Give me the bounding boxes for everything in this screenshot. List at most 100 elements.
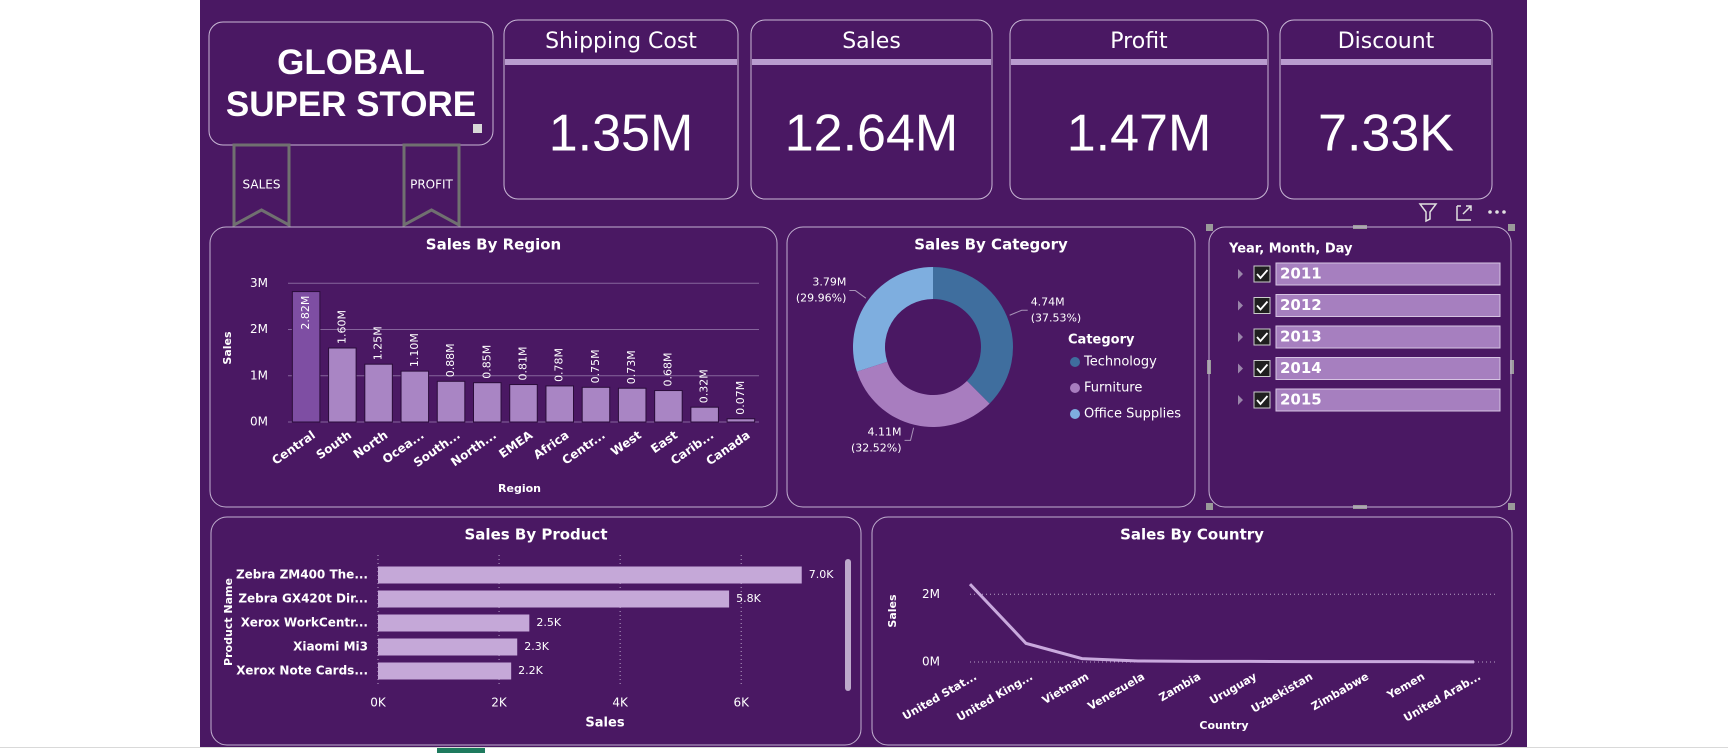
expand-arrow[interactable] (1238, 332, 1243, 342)
slicer-item-highlight[interactable] (1275, 294, 1501, 317)
kpi-label: Discount (1338, 29, 1435, 54)
bar (654, 390, 683, 423)
y-tick-label: 3M (250, 276, 268, 290)
more-options-icon[interactable] (1488, 210, 1506, 214)
expand-arrow[interactable] (1238, 363, 1243, 374)
data-label: 0.75M (589, 349, 602, 383)
slicer-item[interactable]: 2014 (1280, 359, 1322, 377)
percent-label: (29.96%) (796, 292, 847, 305)
legend-label[interactable]: Office Supplies (1084, 407, 1181, 422)
filter-icon[interactable] (1418, 203, 1438, 223)
data-label: 0.81M (517, 347, 530, 381)
data-label: 0.85M (480, 345, 493, 379)
data-label: 3.79M (812, 276, 846, 289)
scrollbar[interactable] (845, 559, 851, 691)
visual-border (871, 516, 1513, 746)
slicer-item-highlight[interactable] (1275, 325, 1501, 349)
kpi-card (1279, 19, 1493, 200)
checkmark (1256, 300, 1269, 311)
page-tab[interactable] (437, 748, 485, 753)
slicer-item-highlight[interactable] (1275, 388, 1501, 412)
y-tick-label: 0M (922, 655, 940, 669)
bar (617, 387, 647, 423)
checkbox[interactable] (1253, 360, 1271, 377)
x-tick-label: 2K (491, 696, 508, 710)
data-label: 0.73M (625, 350, 638, 384)
legend-swatch[interactable] (1070, 357, 1080, 367)
bar (473, 382, 502, 423)
kpi-value: 1.47M (1067, 105, 1212, 163)
y-tick-label: 2M (922, 587, 940, 601)
y-axis-title: Sales (221, 331, 234, 365)
visual-header-icons (1418, 203, 1506, 223)
visual-border (1208, 226, 1512, 508)
leader-line (849, 290, 867, 299)
legend-swatch[interactable] (1070, 409, 1080, 419)
data-label: 1.60M (335, 310, 348, 344)
kpi-value: 12.64M (785, 105, 958, 163)
bar (378, 614, 530, 632)
slicer-item-highlight[interactable] (1275, 357, 1501, 380)
bar (436, 380, 466, 423)
kpi-label: Profit (1110, 29, 1168, 54)
y-tick-label: 1M (250, 368, 268, 382)
bar (509, 384, 538, 423)
slicer-item[interactable]: 2012 (1280, 296, 1322, 314)
bar (328, 347, 357, 423)
checkbox[interactable] (1253, 328, 1271, 346)
expand-arrow[interactable] (1238, 300, 1243, 311)
y-axis-title: Sales (886, 594, 899, 628)
legend-swatch[interactable] (1070, 383, 1080, 393)
legend-label[interactable]: Furniture (1084, 381, 1142, 396)
kpi-value: 1.35M (549, 105, 694, 163)
leader-line (904, 427, 915, 441)
bar (378, 638, 518, 656)
x-axis-title: Country (1199, 719, 1248, 732)
bookmark-label[interactable]: SALES (243, 178, 281, 192)
expand-arrow[interactable] (1238, 269, 1243, 279)
checkbox[interactable] (1253, 391, 1271, 409)
legend-label[interactable]: Technology (1083, 355, 1157, 370)
data-label: 0.88M (444, 343, 457, 377)
bookmark-label[interactable]: PROFIT (410, 178, 453, 192)
checkbox[interactable] (1253, 297, 1271, 314)
chart-title: Sales By Country (1120, 526, 1264, 544)
checkmark (1256, 395, 1269, 406)
slicer-item[interactable]: 2013 (1280, 328, 1322, 346)
x-tick-label: 6K (733, 696, 750, 710)
bar (726, 418, 756, 423)
slicer-title: Year, Month, Day (1228, 242, 1353, 257)
expand-arrow[interactable] (1238, 395, 1243, 405)
focus-mode-icon[interactable] (1456, 205, 1472, 221)
x-axis-title: Region (498, 482, 541, 495)
data-label: 0.78M (553, 348, 566, 382)
kpi-divider (1281, 59, 1491, 65)
bookmark[interactable] (232, 143, 291, 228)
data-label: 5.8K (736, 592, 761, 605)
bar (378, 566, 802, 584)
y-tick-label: Zebra GX420t Dir... (238, 592, 368, 606)
slicer-item-highlight[interactable] (1275, 262, 1501, 286)
bookmark[interactable] (402, 143, 461, 228)
kpi-card (1009, 19, 1269, 200)
x-tick-label: 4K (612, 696, 629, 710)
checkmark (1256, 269, 1269, 280)
y-tick-label: 0M (250, 415, 268, 429)
slicer-item[interactable]: 2015 (1280, 391, 1322, 409)
bar (291, 291, 321, 423)
percent-label: (37.53%) (1031, 311, 1082, 324)
slicer-item[interactable]: 2011 (1280, 265, 1322, 283)
chart-title: Sales By Category (914, 236, 1068, 254)
data-label: 2.2K (518, 664, 543, 677)
data-label: 0.68M (661, 353, 674, 387)
bar (545, 385, 574, 423)
data-label: 7.0K (809, 568, 834, 581)
data-label: 4.74M (1031, 295, 1065, 308)
chart-title: Sales By Region (426, 236, 561, 254)
checkbox[interactable] (1253, 265, 1271, 283)
data-label: 0.32M (698, 369, 711, 403)
data-label: 1.10M (408, 333, 421, 367)
card-handle (473, 124, 482, 133)
